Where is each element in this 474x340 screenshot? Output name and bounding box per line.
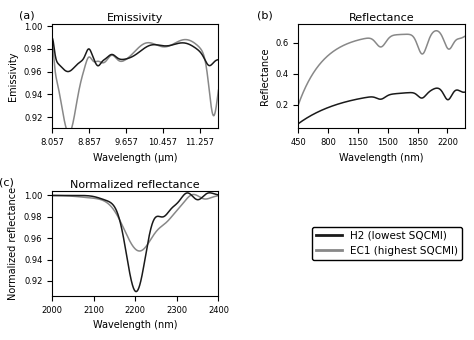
Y-axis label: Emissivity: Emissivity [9, 51, 18, 101]
Legend: H2 (lowest SQCMI), EC1 (highest SQCMI): H2 (lowest SQCMI), EC1 (highest SQCMI) [312, 227, 463, 260]
Text: (a): (a) [19, 11, 35, 20]
Y-axis label: Reflectance: Reflectance [260, 47, 270, 105]
Y-axis label: Normalized reflectance: Normalized reflectance [9, 187, 18, 300]
Title: Reflectance: Reflectance [348, 13, 414, 23]
Text: (b): (b) [256, 11, 273, 20]
X-axis label: Wavelength (μm): Wavelength (μm) [93, 153, 178, 163]
Title: Normalized reflectance: Normalized reflectance [71, 181, 200, 190]
X-axis label: Wavelength (nm): Wavelength (nm) [93, 320, 178, 330]
X-axis label: Wavelength (nm): Wavelength (nm) [339, 153, 424, 163]
Text: (c): (c) [0, 178, 14, 188]
Title: Emissivity: Emissivity [107, 13, 164, 23]
